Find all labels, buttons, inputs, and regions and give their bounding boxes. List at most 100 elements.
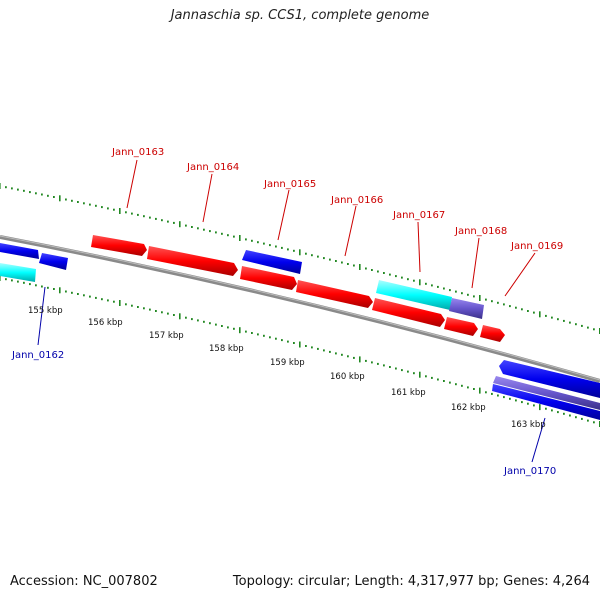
tick-mark xyxy=(191,318,193,321)
tick-mark xyxy=(503,396,505,399)
tick-mark xyxy=(29,283,31,286)
tick-mark xyxy=(317,347,319,350)
scale-labels: 155 kbp 156 kbp 157 kbp 158 kbp 159 kbp … xyxy=(28,306,546,430)
gene-label[interactable]: Jann_0165 xyxy=(263,179,316,190)
tick-mark xyxy=(521,308,523,311)
tick-mark xyxy=(227,234,229,237)
tick-mark xyxy=(467,293,469,296)
tick-mark xyxy=(173,314,175,316)
gene-arrow-forward[interactable] xyxy=(444,317,478,336)
tick-mark xyxy=(431,376,433,379)
tick-mark xyxy=(341,261,343,264)
tick-mark xyxy=(485,298,487,301)
tick-mark xyxy=(263,334,265,337)
tick-mark xyxy=(497,301,499,304)
tick-mark xyxy=(185,224,187,227)
tick-mark xyxy=(587,326,589,329)
gene-arrow-reverse[interactable] xyxy=(499,360,600,398)
tick-mark xyxy=(17,280,19,283)
tick-mark xyxy=(407,278,409,281)
tick-mark xyxy=(155,310,157,312)
tick-mark xyxy=(527,402,529,405)
gene-label[interactable]: Jann_0164 xyxy=(186,162,239,173)
genome-backbone-highlight xyxy=(0,235,600,381)
gene-arrow-forward[interactable] xyxy=(240,266,297,290)
tick-mark xyxy=(137,306,139,308)
tick-mark xyxy=(209,230,211,233)
gene-label[interactable]: Jann_0166 xyxy=(330,195,383,206)
tick-mark xyxy=(425,282,427,285)
tick-mark xyxy=(299,341,301,348)
tick-mark xyxy=(293,342,295,344)
tick-mark xyxy=(215,323,217,326)
genome-summary: Topology: circular; Length: 4,317,977 bp… xyxy=(232,574,590,589)
tick-mark xyxy=(251,332,253,334)
tick-mark xyxy=(245,238,247,241)
tick-mark xyxy=(503,303,505,306)
tick-mark xyxy=(41,193,43,196)
gene-arrow-reverse[interactable] xyxy=(39,253,68,270)
tick-mark xyxy=(179,313,181,320)
gene-label[interactable]: Jann_0170 xyxy=(503,466,556,477)
tick-mark xyxy=(431,284,433,287)
tick-mark xyxy=(227,326,229,329)
gene-arrow-reverse[interactable] xyxy=(242,250,302,274)
tick-mark xyxy=(119,208,121,214)
tick-mark xyxy=(215,231,217,234)
tick-mark xyxy=(89,295,91,298)
tick-mark xyxy=(455,290,457,293)
tick-mark xyxy=(203,228,205,231)
scale-label: 155 kbp xyxy=(28,306,63,316)
gene-arrow-pseudo[interactable] xyxy=(493,376,600,410)
gene-arrow-forward[interactable] xyxy=(480,325,505,342)
scale-label: 156 kbp xyxy=(88,318,123,328)
genome-backbone xyxy=(0,235,600,383)
gene-arrow-forward[interactable] xyxy=(296,280,373,308)
gene-arrow-pseudo[interactable] xyxy=(449,298,484,319)
tick-mark xyxy=(77,293,79,295)
tick-mark xyxy=(203,320,205,323)
gene-label[interactable]: Jann_0163 xyxy=(111,147,164,158)
tick-marks xyxy=(0,183,600,427)
gene-arrow-forward[interactable] xyxy=(147,246,238,276)
gene-label[interactable]: Jann_0168 xyxy=(454,226,507,237)
gene-arrow-highlight[interactable] xyxy=(376,280,452,310)
tick-mark xyxy=(239,327,241,334)
tick-mark xyxy=(479,295,481,301)
tick-mark xyxy=(479,387,481,394)
tick-mark xyxy=(509,305,511,308)
tick-mark xyxy=(569,414,571,417)
gene-arrow-reverse[interactable] xyxy=(492,384,600,420)
gene-label[interactable]: Jann_0167 xyxy=(392,210,445,221)
tick-mark xyxy=(377,362,379,365)
gene-arrow-highlight[interactable] xyxy=(0,263,36,282)
gene-labels: Jann_0162 Jann_0163 Jann_0164 Jann_0165 … xyxy=(11,147,563,477)
scale-label: 162 kbp xyxy=(451,403,486,413)
gene-arrow-forward[interactable] xyxy=(372,298,445,327)
tick-mark xyxy=(485,391,487,394)
tick-mark xyxy=(491,300,493,303)
tick-mark xyxy=(131,212,133,215)
tick-mark xyxy=(143,307,145,310)
tick-mark xyxy=(401,276,403,279)
gene-label[interactable]: Jann_0169 xyxy=(510,241,563,252)
tick-mark xyxy=(209,322,211,325)
tick-mark xyxy=(53,196,55,198)
gene-arrow-reverse[interactable] xyxy=(0,243,39,259)
tick-mark xyxy=(131,304,133,307)
tick-mark xyxy=(443,380,445,382)
tick-mark xyxy=(305,345,307,347)
tick-mark xyxy=(263,242,265,245)
tick-mark xyxy=(167,220,169,223)
tick-mark xyxy=(341,353,343,356)
tick-mark xyxy=(275,337,277,340)
gene-label[interactable]: Jann_0162 xyxy=(11,350,64,361)
tick-mark xyxy=(149,308,151,311)
tick-mark xyxy=(365,359,367,362)
tick-mark xyxy=(47,286,49,289)
tick-mark xyxy=(143,215,145,218)
tick-mark xyxy=(359,264,361,270)
tick-mark xyxy=(317,255,319,258)
tick-mark xyxy=(563,412,565,415)
gene-arrow-forward[interactable] xyxy=(91,235,147,256)
